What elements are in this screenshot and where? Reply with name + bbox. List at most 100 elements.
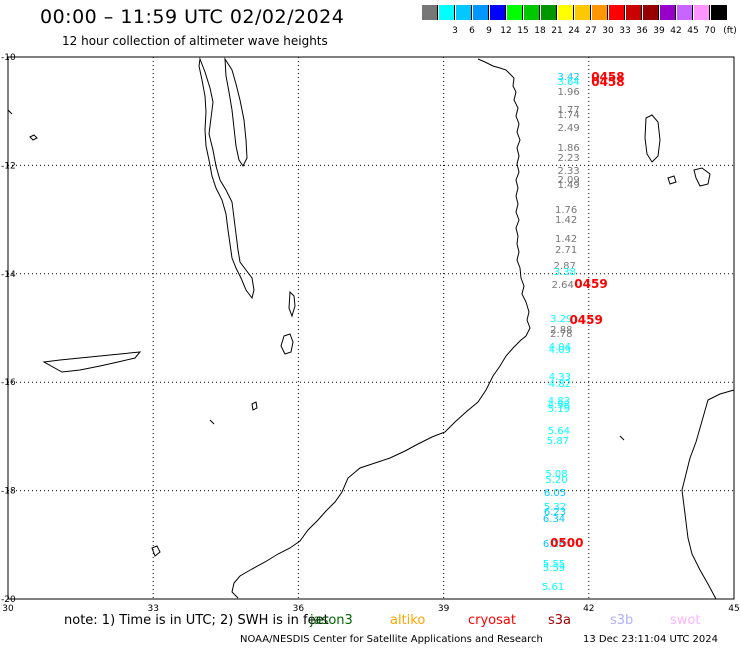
legend-label: 9 xyxy=(486,26,492,36)
legend-label: 42 xyxy=(670,26,682,36)
wave-height-label: 2.87 xyxy=(553,261,576,273)
legend-label: 15 xyxy=(517,26,529,36)
wave-height-label: 6.05 xyxy=(543,487,567,499)
legend-swatch xyxy=(609,5,625,20)
legend-swatch xyxy=(422,5,438,20)
wave-height-label: 5.20 xyxy=(545,474,568,486)
legend-swatch xyxy=(711,5,727,20)
wave-height-label: 2.09 xyxy=(557,174,580,186)
satellite-label-swot: swot xyxy=(670,613,701,628)
wave-height-label: 5.64 xyxy=(547,426,571,438)
satellite-label-altiko: altiko xyxy=(390,613,426,628)
wave-height-label: 1.77 xyxy=(557,105,580,117)
satellite-label-cryosat: cryosat xyxy=(468,613,516,628)
lat-tick-label: -10 xyxy=(1,53,16,63)
legend-swatch xyxy=(626,5,642,20)
legend-swatch xyxy=(439,5,455,20)
wave-height-label: 3.42 xyxy=(557,71,580,83)
lake-bangweulu xyxy=(42,351,142,373)
wave-height-label: 6.34 xyxy=(542,513,566,525)
legend-swatch xyxy=(677,5,693,20)
wave-height-label: 4.98 xyxy=(547,400,571,412)
wave-height-label: 4.04 xyxy=(548,341,571,353)
lat-tick-label: -20 xyxy=(1,595,16,605)
lon-tick-label: 42 xyxy=(583,604,594,614)
pass-time-label: 0500 xyxy=(550,535,584,550)
wave-height-label: 3.29 xyxy=(550,314,573,326)
wave-height-label: 5.55 xyxy=(542,559,566,571)
legend-label: 39 xyxy=(653,26,665,36)
pass-time-label: 0458 xyxy=(591,69,625,84)
legend-label: 6 xyxy=(469,26,475,36)
lat-tick-label: -12 xyxy=(1,161,16,171)
legend-label: 36 xyxy=(636,26,648,36)
wave-height-label: 6.23 xyxy=(543,507,567,519)
legend-swatch xyxy=(592,5,608,20)
lake-shoreline xyxy=(288,290,296,318)
legend-label: 12 xyxy=(500,26,512,36)
legend-label: 18 xyxy=(534,26,546,36)
wave-height-label: 2.49 xyxy=(557,122,580,134)
comoros-island xyxy=(644,114,661,163)
mayotte-island xyxy=(693,167,711,187)
legend-swatch xyxy=(643,5,659,20)
pass-time-label: 0459 xyxy=(574,276,608,291)
legend-swatch xyxy=(660,5,676,20)
african-coastline xyxy=(231,58,531,599)
lon-tick-label: 39 xyxy=(438,604,450,614)
lake-malawi-shore xyxy=(198,57,255,300)
page-title: 00:00 – 11:59 UTC 02/02/2024 xyxy=(40,6,345,28)
satellite-label-s3a: s3a xyxy=(548,613,572,628)
lake-chilwa xyxy=(280,333,294,355)
lon-tick-label: 33 xyxy=(147,604,158,614)
wave-height-label: 4.83 xyxy=(547,395,571,407)
map-frame xyxy=(7,56,735,600)
wave-height-label: 2.71 xyxy=(555,245,578,257)
wave-height-label: 3.64 xyxy=(557,77,580,89)
lon-tick-label: 45 xyxy=(728,604,739,614)
satellite-label-jason3: jason3 xyxy=(310,613,353,628)
islet xyxy=(251,401,258,411)
satellite-label-s3b: s3b xyxy=(610,613,634,628)
wave-height-label: 4.09 xyxy=(548,344,571,356)
legend-swatch xyxy=(558,5,574,20)
pass-time-label: 0458 xyxy=(591,74,625,89)
wave-height-label: 1.74 xyxy=(557,109,580,121)
lat-tick-label: -16 xyxy=(1,378,16,388)
wave-height-label: 5.61 xyxy=(541,582,565,594)
coastlines xyxy=(7,57,735,600)
legend-swatch xyxy=(694,5,710,20)
wave-height-label: 2.64 xyxy=(551,279,574,291)
legend-swatch xyxy=(490,5,506,20)
wave-height-label: 5.32 xyxy=(543,501,567,513)
wave-height-label: 5.87 xyxy=(546,435,570,447)
legend-label: 27 xyxy=(585,26,597,36)
wave-height-label: 2.78 xyxy=(550,328,573,340)
island xyxy=(667,175,677,185)
wave-height-label: 5.19 xyxy=(547,404,571,416)
generated-timestamp: 13 Dec 23:11:04 UTC 2024 xyxy=(583,634,718,645)
legend-swatch xyxy=(473,5,489,20)
legend-swatch xyxy=(524,5,540,20)
wave-height-label: 5.08 xyxy=(545,469,568,481)
wave-height-label: 1.42 xyxy=(555,234,578,246)
islet xyxy=(7,109,13,115)
wave-height-label: 2.88 xyxy=(550,325,573,337)
islet xyxy=(619,435,625,441)
lat-tick-label: -14 xyxy=(1,270,16,280)
islet xyxy=(209,419,215,425)
madagascar-coastline xyxy=(681,389,735,600)
lat-lon-grid xyxy=(8,57,734,599)
legend-swatch xyxy=(456,5,472,20)
legend-label: 45 xyxy=(687,26,699,36)
legend-label: 21 xyxy=(551,26,563,36)
legend-swatch xyxy=(575,5,591,20)
wave-height-label: 1.86 xyxy=(557,143,580,155)
islet xyxy=(151,545,161,557)
islet xyxy=(29,134,38,141)
legend-swatch xyxy=(541,5,557,20)
lake-malawi-east xyxy=(224,57,248,167)
wave-height-label: 1.42 xyxy=(555,214,578,226)
wave-height-label: 4.82 xyxy=(548,379,571,391)
